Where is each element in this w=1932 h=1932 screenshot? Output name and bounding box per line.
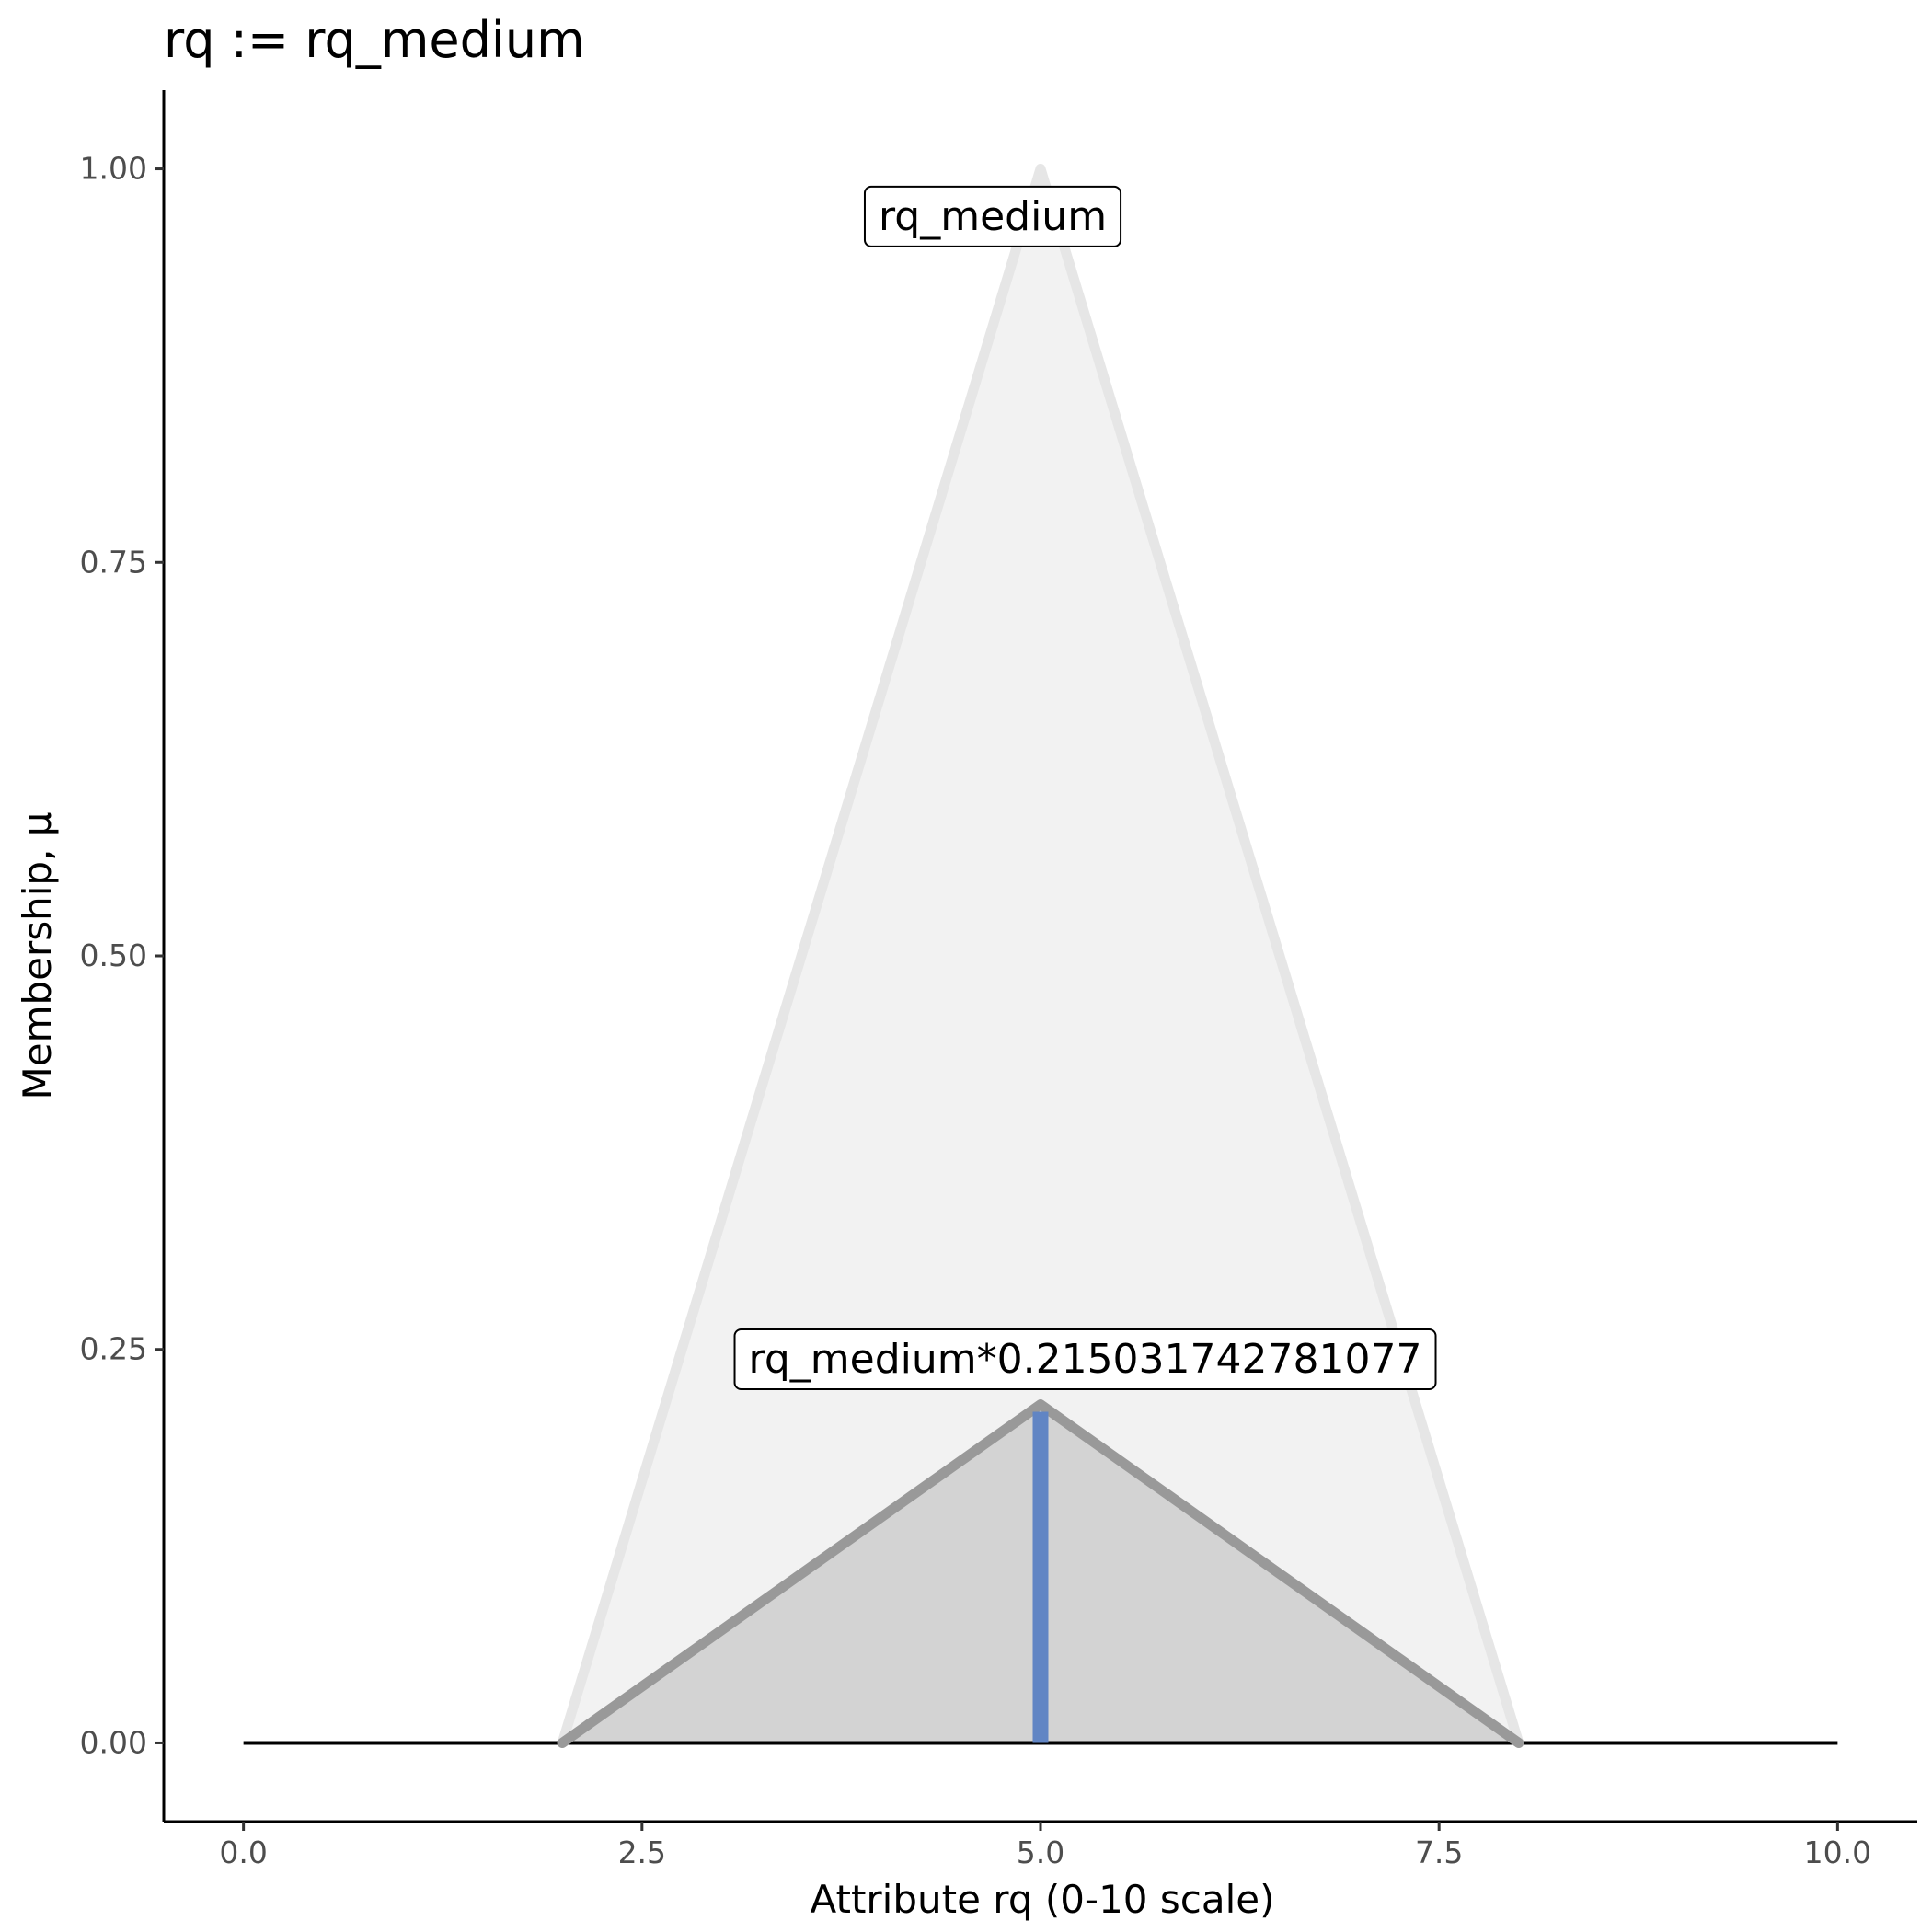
plot-area xyxy=(243,164,1838,1748)
series-line-2 xyxy=(557,1399,1524,1748)
y-tick-label: 0.00 xyxy=(80,1724,147,1760)
y-tick-label: 0.50 xyxy=(80,937,147,973)
y-tick-label: 0.75 xyxy=(80,544,147,580)
x-axis-ticks: 0.0 2.5 5.0 7.5 10.0 xyxy=(219,1822,1871,1870)
x-tick-label: 2.5 xyxy=(618,1834,666,1870)
x-tick-label: 0.0 xyxy=(219,1834,267,1870)
y-tick-label: 1.00 xyxy=(80,151,147,187)
annotation-1: rq_medium xyxy=(863,185,1122,247)
y-axis-label: Membership, μ xyxy=(15,811,60,1099)
y-axis-ticks: 0.00 0.25 0.50 0.75 1.00 xyxy=(80,151,164,1760)
x-tick-label: 7.5 xyxy=(1415,1834,1463,1870)
series-line-1 xyxy=(557,164,1524,1748)
annotation-label: rq_medium xyxy=(879,193,1107,240)
x-tick-label: 10.0 xyxy=(1804,1834,1871,1870)
x-axis-label: Attribute rq (0-10 scale) xyxy=(810,1877,1274,1922)
annotation-box xyxy=(733,1328,1437,1390)
chart-title: rq := rq_medium xyxy=(164,11,585,69)
y-tick-label: 0.25 xyxy=(80,1331,147,1367)
annotation-2: rq_medium*0.215031742781077 xyxy=(733,1328,1437,1390)
x-tick-label: 5.0 xyxy=(1017,1834,1064,1870)
annotation-label: rq_medium*0.215031742781077 xyxy=(749,1336,1422,1383)
annotations: rq_medium rq_medium*0.215031742781077 xyxy=(733,185,1437,1390)
annotation-box xyxy=(863,185,1122,247)
